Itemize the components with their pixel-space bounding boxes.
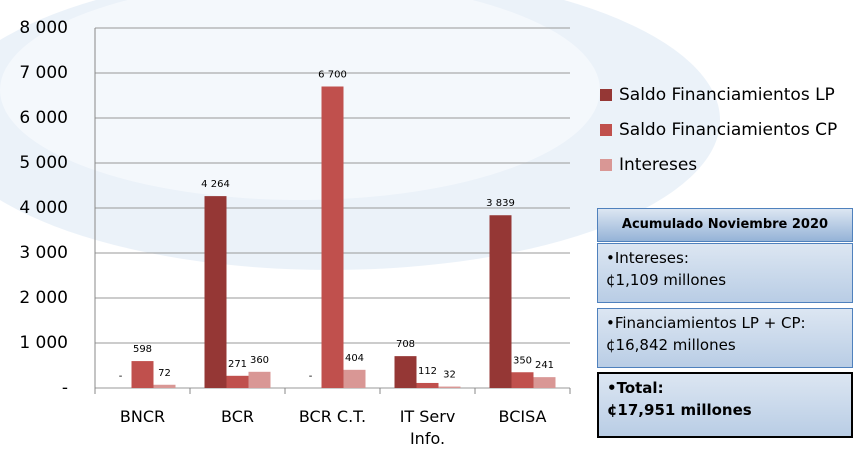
bar: [394, 356, 417, 388]
info-header: Acumulado Noviembre 2020: [597, 208, 853, 242]
x-tick-label: BNCR: [119, 407, 166, 426]
x-tick-label: IT Serv Info.: [399, 407, 456, 448]
value-label: 112: [418, 366, 437, 377]
bar: [321, 86, 344, 388]
y-tick-label: 6 000: [19, 108, 68, 128]
value-label: 360: [250, 355, 269, 366]
value-label: 598: [133, 344, 152, 355]
legend-item: Saldo Financiamientos CP: [600, 120, 837, 140]
info-line: •Financiamientos LP + CP:: [606, 314, 806, 332]
bar: [226, 375, 249, 388]
value-label: 708: [396, 339, 415, 350]
bar: [248, 371, 271, 388]
x-tick-label: BCR C.T.: [298, 407, 367, 426]
bar: [511, 372, 534, 388]
legend-swatch: [600, 89, 612, 101]
value-label: 404: [345, 353, 364, 364]
legend-item: Saldo Financiamientos LP: [600, 85, 835, 105]
legend-label: Saldo Financiamientos LP: [619, 85, 835, 105]
legend-label: Intereses: [619, 155, 698, 175]
info-line: ¢17,951 millones: [607, 401, 752, 419]
bar: [416, 382, 439, 388]
value-label: 6 700: [318, 70, 347, 81]
y-tick-label: 5 000: [19, 153, 68, 173]
bar: [533, 377, 556, 388]
info-line: •Total:: [607, 379, 664, 397]
y-tick-label: 3 000: [19, 243, 68, 263]
bar: [489, 215, 512, 388]
y-tick-label: 4 000: [19, 198, 68, 218]
y-tick-label: 1 000: [19, 333, 68, 353]
value-label: 241: [535, 360, 554, 371]
info-box: •Financiamientos LP + CP: ¢16,842 millone…: [597, 308, 853, 368]
bar: [438, 386, 461, 388]
info-box: •Total: ¢17,951 millones: [597, 372, 853, 438]
legend-item: Intereses: [600, 155, 697, 175]
legend-label: Saldo Financiamientos CP: [619, 120, 838, 140]
legend-swatch: [600, 124, 612, 136]
bar: [131, 361, 154, 388]
value-label: -: [119, 371, 123, 382]
x-tick-label: BCISA: [498, 407, 547, 426]
x-tick-label: BCR: [221, 407, 254, 426]
y-tick-label: 8 000: [19, 18, 68, 38]
info-line: •Intereses:: [606, 249, 689, 267]
bar: [343, 369, 366, 388]
value-label: 72: [158, 368, 171, 379]
bar: [204, 196, 227, 388]
info-line: ¢16,842 millones: [606, 336, 736, 354]
info-box: •Intereses: ¢1,109 millones: [597, 243, 853, 303]
legend-swatch: [600, 159, 612, 171]
value-label: -: [309, 371, 313, 382]
info-line: ¢1,109 millones: [606, 271, 727, 289]
value-label: 3 839: [486, 198, 515, 209]
y-tick-label: 2 000: [19, 288, 68, 308]
background-swirl: [0, 0, 600, 200]
y-tick-label: 7 000: [19, 63, 68, 83]
value-label: 32: [443, 370, 456, 381]
value-label: 4 264: [201, 179, 230, 190]
value-label: 271: [228, 359, 247, 370]
bar: [153, 384, 176, 388]
y-tick-label: -: [62, 378, 68, 398]
value-label: 350: [513, 355, 532, 366]
